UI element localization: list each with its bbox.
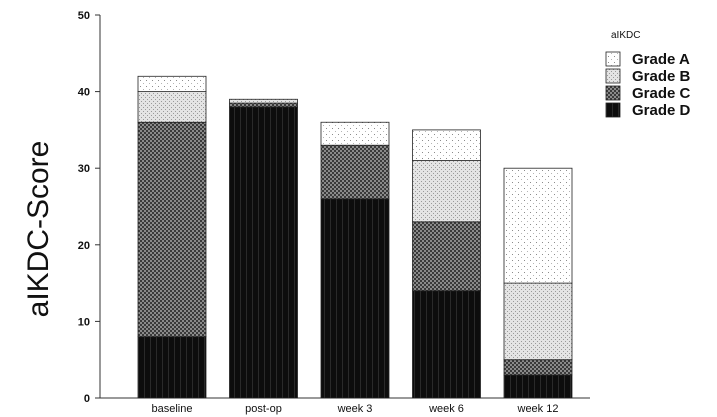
legend-swatch <box>606 86 620 100</box>
x-tick-label: week 3 <box>337 403 373 415</box>
y-tick-label: 20 <box>78 240 90 252</box>
y-tick-label: 50 <box>78 10 90 22</box>
legend-label: Grade D <box>632 102 691 119</box>
legend-label: Grade C <box>632 85 691 102</box>
bar-stack-baseline <box>138 76 206 398</box>
legend-label: Grade A <box>632 51 690 68</box>
x-tick-label: week 12 <box>517 403 559 415</box>
y-tick-label: 30 <box>78 163 90 175</box>
bar-segment-grade-b <box>138 92 206 123</box>
legend-label: Grade B <box>632 68 691 85</box>
bar-segment-grade-b <box>504 283 572 360</box>
bar-segment-grade-a <box>504 168 572 283</box>
bar-segment-grade-a <box>138 76 206 91</box>
bar-segment-grade-d <box>138 337 206 398</box>
x-axis-labels: baseline post-op week 3 week 6 week 12 <box>152 403 559 415</box>
bar-segment-grade-b <box>230 99 298 103</box>
bar-segment-grade-d <box>230 107 298 398</box>
bar-segment-grade-d <box>413 291 481 398</box>
bar-segment-grade-a <box>321 122 389 145</box>
bar-stack-week-3 <box>321 122 389 398</box>
x-tick-label: baseline <box>152 403 193 415</box>
legend-swatch <box>606 69 620 83</box>
x-tick-label: post-op <box>245 403 282 415</box>
bar-segment-grade-c <box>138 122 206 336</box>
legend-swatch <box>606 103 620 117</box>
y-tick-label: 10 <box>78 316 90 328</box>
bars <box>138 76 572 398</box>
x-tick-label: week 6 <box>428 403 464 415</box>
bar-stack-post-op <box>230 99 298 398</box>
bar-stack-week-12 <box>504 168 572 398</box>
bar-segment-grade-a <box>413 130 481 161</box>
bar-segment-grade-c <box>321 145 389 199</box>
legend-swatch <box>606 52 620 66</box>
legend-title: aIKDC <box>611 30 640 41</box>
y-tick-label: 40 <box>78 87 90 99</box>
bar-segment-grade-c <box>504 360 572 375</box>
bar-segment-grade-c <box>413 222 481 291</box>
bar-segment-grade-d <box>321 199 389 398</box>
y-tick-label: 0 <box>84 393 90 405</box>
bar-segment-grade-c <box>230 103 298 107</box>
y-axis-label: aIKDC-Score <box>22 141 55 318</box>
bar-segment-grade-d <box>504 375 572 398</box>
bar-stack-week-6 <box>413 130 481 398</box>
bar-segment-grade-b <box>413 161 481 222</box>
